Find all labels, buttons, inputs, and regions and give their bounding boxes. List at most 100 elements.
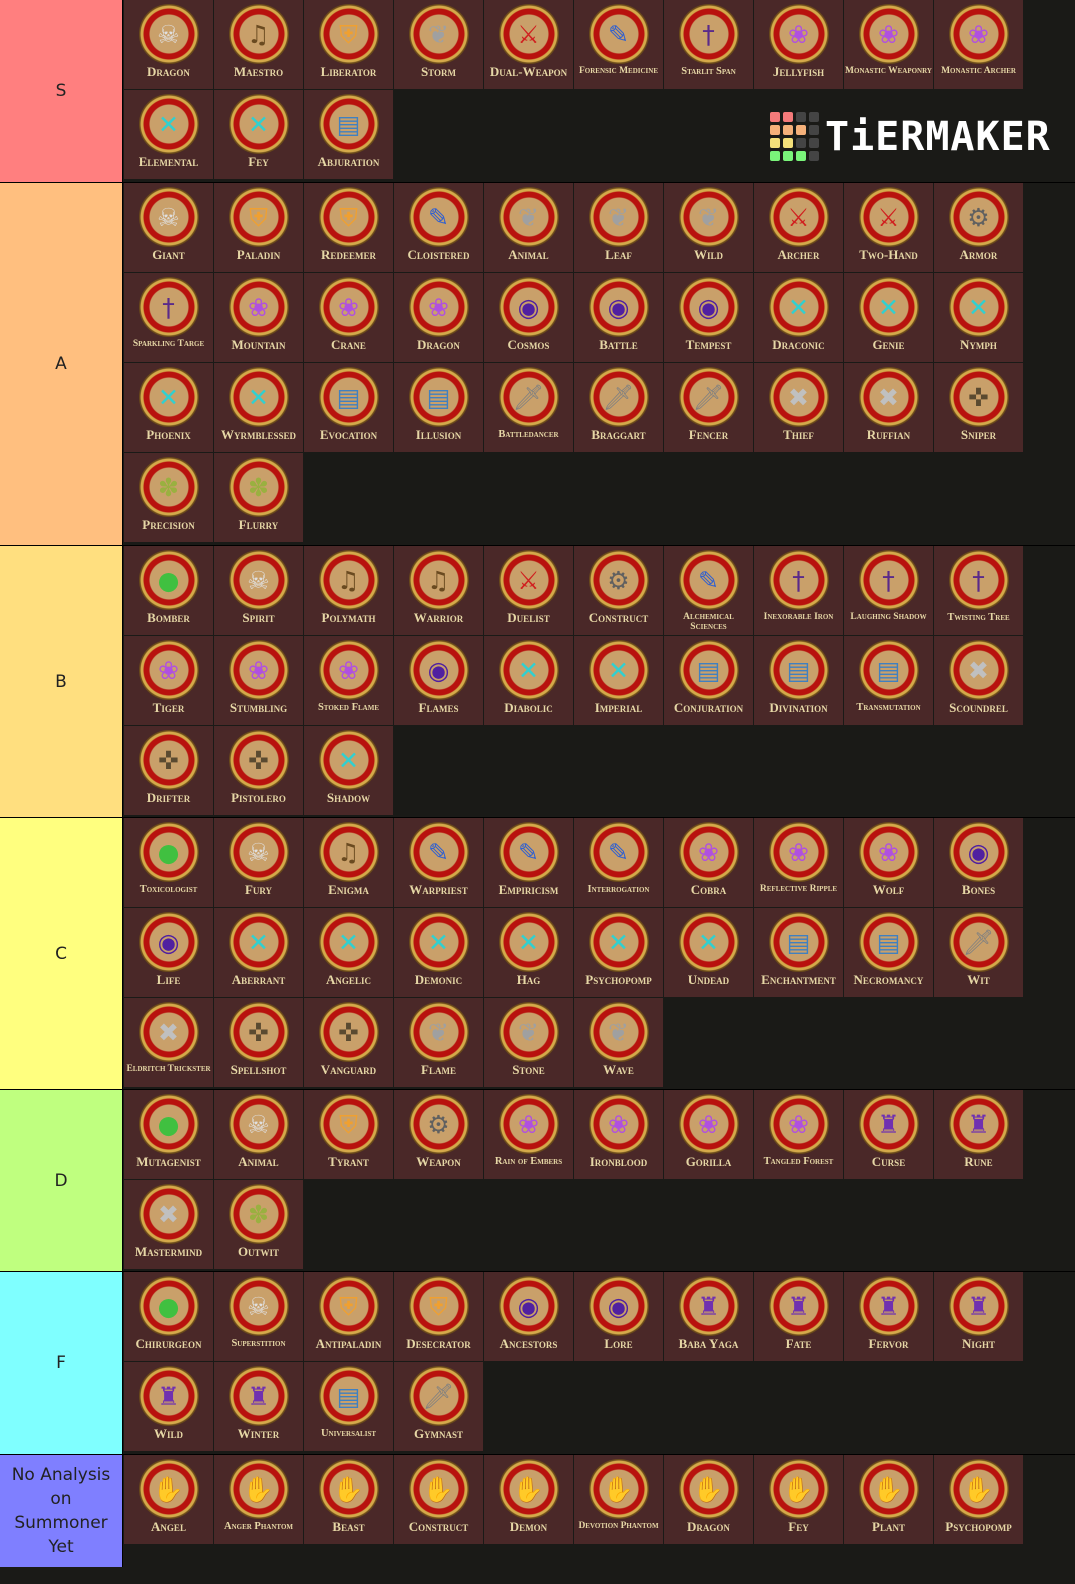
tier-item[interactable]: ● Chirurgeon: [124, 1272, 213, 1361]
tier-item[interactable]: ☠ Dragon: [124, 0, 213, 89]
tier-item[interactable]: ✕ Wyrmblessed: [214, 363, 303, 452]
tier-label[interactable]: S: [0, 0, 123, 182]
tier-item[interactable]: ✕ Shadow: [304, 726, 393, 815]
tier-item[interactable]: ❦ Storm: [394, 0, 483, 89]
tier-item[interactable]: ⚔ Two-Hand: [844, 183, 933, 272]
tier-item[interactable]: ▤ Evocation: [304, 363, 393, 452]
tier-item[interactable]: ♜ Fate: [754, 1272, 843, 1361]
tier-item[interactable]: ⛨ Liberator: [304, 0, 393, 89]
tier-item[interactable]: ✽ Flurry: [214, 453, 303, 542]
tier-item[interactable]: ◉ Lore: [574, 1272, 663, 1361]
tier-item[interactable]: ▤ Enchantment: [754, 908, 843, 997]
tier-item[interactable]: ▤ Conjuration: [664, 636, 753, 725]
tier-item[interactable]: ✋ Devotion Phantom: [574, 1455, 663, 1544]
tier-item[interactable]: ⛨ Desecrator: [394, 1272, 483, 1361]
tier-item[interactable]: ✕ Draconic: [754, 273, 843, 362]
tier-item[interactable]: 🗡 Battledancer: [484, 363, 573, 452]
tier-item[interactable]: † Twisting Tree: [934, 546, 1023, 635]
tier-item[interactable]: ⚔ Dual-Weapon: [484, 0, 573, 89]
tier-item[interactable]: ♜ Wild: [124, 1362, 213, 1451]
tier-item[interactable]: ❦ Wave: [574, 998, 663, 1087]
tier-item[interactable]: ❀ Tangled Forest: [754, 1090, 843, 1179]
tier-item[interactable]: ◉ Cosmos: [484, 273, 573, 362]
tier-item[interactable]: ✕ Phoenix: [124, 363, 213, 452]
tier-item[interactable]: ▤ Necromancy: [844, 908, 933, 997]
tier-item[interactable]: † Sparkling Targe: [124, 273, 213, 362]
tier-item[interactable]: ♜ Baba Yaga: [664, 1272, 753, 1361]
tier-item[interactable]: ✕ Fey: [214, 90, 303, 179]
tier-item[interactable]: ☠ Animal: [214, 1090, 303, 1179]
tier-item[interactable]: ◉ Tempest: [664, 273, 753, 362]
tier-item[interactable]: ✖ Mastermind: [124, 1180, 213, 1269]
tier-item[interactable]: ❀ Monastic Weaponry: [844, 0, 933, 89]
tier-item[interactable]: ✕ Demonic: [394, 908, 483, 997]
tier-item[interactable]: ♜ Curse: [844, 1090, 933, 1179]
tier-item[interactable]: ❦ Animal: [484, 183, 573, 272]
tier-item[interactable]: 🗡 Wit: [934, 908, 1023, 997]
tier-item[interactable]: ✜ Drifter: [124, 726, 213, 815]
tier-label[interactable]: No Analysis on Summoner Yet: [0, 1455, 123, 1567]
tier-label[interactable]: F: [0, 1272, 123, 1454]
tier-item[interactable]: ✋ Demon: [484, 1455, 573, 1544]
tier-item[interactable]: ✎ Interrogation: [574, 818, 663, 907]
tier-item[interactable]: ⛨ Tyrant: [304, 1090, 393, 1179]
tier-item[interactable]: ◉ Life: [124, 908, 213, 997]
tier-item[interactable]: ❀ Ironblood: [574, 1090, 663, 1179]
tier-item[interactable]: ▤ Illusion: [394, 363, 483, 452]
tier-item[interactable]: ◉ Battle: [574, 273, 663, 362]
tier-item[interactable]: ☠ Superstition: [214, 1272, 303, 1361]
tier-item[interactable]: ▤ Abjuration: [304, 90, 393, 179]
tier-item[interactable]: ♫ Enigma: [304, 818, 393, 907]
tier-item[interactable]: ✖ Ruffian: [844, 363, 933, 452]
tier-item[interactable]: ✋ Plant: [844, 1455, 933, 1544]
tier-item[interactable]: ✕ Nymph: [934, 273, 1023, 362]
tier-item[interactable]: ✎ Cloistered: [394, 183, 483, 272]
tier-item[interactable]: ♫ Warrior: [394, 546, 483, 635]
tier-item[interactable]: † Inexorable Iron: [754, 546, 843, 635]
tier-item[interactable]: ☠ Spirit: [214, 546, 303, 635]
tier-item[interactable]: ☠ Giant: [124, 183, 213, 272]
tier-item[interactable]: ✕ Genie: [844, 273, 933, 362]
tier-item[interactable]: ❀ Rain of Embers: [484, 1090, 573, 1179]
tier-item[interactable]: ▤ Divination: [754, 636, 843, 725]
tier-item[interactable]: ✖ Scoundrel: [934, 636, 1023, 725]
tier-item[interactable]: 🗡 Gymnast: [394, 1362, 483, 1451]
tier-item[interactable]: ✕ Diabolic: [484, 636, 573, 725]
tier-item[interactable]: ◉ Bones: [934, 818, 1023, 907]
tier-label[interactable]: D: [0, 1090, 123, 1271]
tier-item[interactable]: ✋ Psychopomp: [934, 1455, 1023, 1544]
tier-label[interactable]: B: [0, 546, 123, 817]
tier-item[interactable]: 🗡 Braggart: [574, 363, 663, 452]
tier-item[interactable]: ✕ Elemental: [124, 90, 213, 179]
tier-item[interactable]: ♜ Rune: [934, 1090, 1023, 1179]
tier-item[interactable]: ✕ Aberrant: [214, 908, 303, 997]
tier-label[interactable]: C: [0, 818, 123, 1089]
tier-item[interactable]: ✽ Outwit: [214, 1180, 303, 1269]
tier-item[interactable]: ⛨ Antipaladin: [304, 1272, 393, 1361]
tier-item[interactable]: ◉ Flames: [394, 636, 483, 725]
tier-item[interactable]: ✜ Spellshot: [214, 998, 303, 1087]
tier-item[interactable]: ✎ Forensic Medicine: [574, 0, 663, 89]
tier-item[interactable]: ❦ Flame: [394, 998, 483, 1087]
tier-item[interactable]: ❀ Tiger: [124, 636, 213, 725]
tier-item[interactable]: ❀ Jellyfish: [754, 0, 843, 89]
tier-item[interactable]: ♜ Fervor: [844, 1272, 933, 1361]
tier-item[interactable]: ✋ Dragon: [664, 1455, 753, 1544]
tier-item[interactable]: ✕ Psychopomp: [574, 908, 663, 997]
tier-item[interactable]: ❦ Stone: [484, 998, 573, 1087]
tier-item[interactable]: ❀ Mountain: [214, 273, 303, 362]
tier-item[interactable]: ✋ Construct: [394, 1455, 483, 1544]
tier-item[interactable]: ⛨ Paladin: [214, 183, 303, 272]
tier-item[interactable]: ⚔ Archer: [754, 183, 843, 272]
tier-item[interactable]: ❀ Cobra: [664, 818, 753, 907]
tier-item[interactable]: ✋ Beast: [304, 1455, 393, 1544]
tier-item[interactable]: ▤ Universalist: [304, 1362, 393, 1451]
tier-item[interactable]: ✕ Imperial: [574, 636, 663, 725]
tier-item[interactable]: ❀ Reflective Ripple: [754, 818, 843, 907]
tier-item[interactable]: ✋ Anger Phantom: [214, 1455, 303, 1544]
tier-item[interactable]: ✎ Empiricism: [484, 818, 573, 907]
tier-item[interactable]: ✖ Eldritch Trickster: [124, 998, 213, 1087]
tier-item[interactable]: ♫ Polymath: [304, 546, 393, 635]
tier-item[interactable]: ✕ Angelic: [304, 908, 393, 997]
tier-item[interactable]: ✎ Alchemical Sciences: [664, 546, 753, 635]
